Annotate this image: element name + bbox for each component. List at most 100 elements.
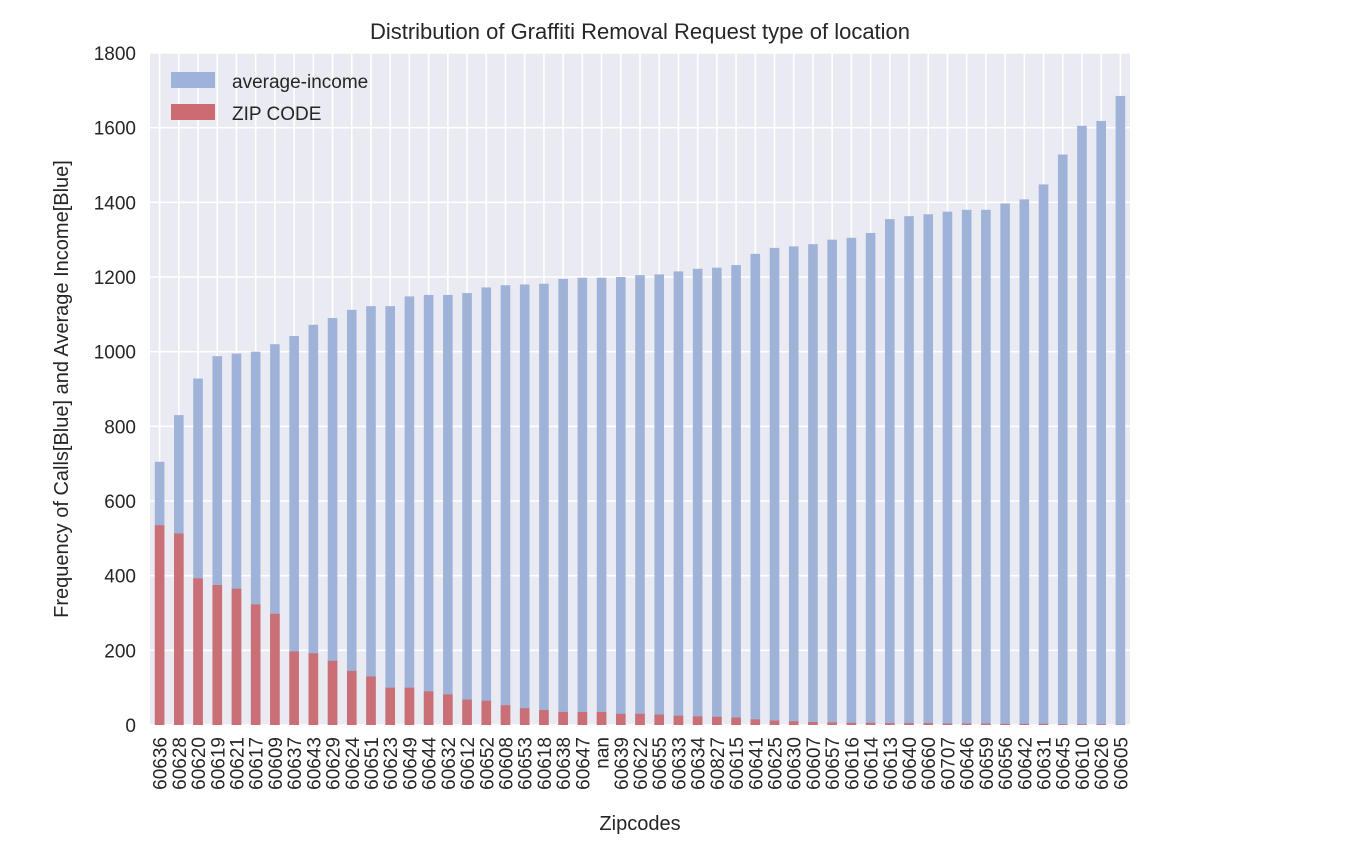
bar-average-income-60707 — [942, 211, 953, 725]
x-tick-label: 60617 — [247, 737, 268, 790]
legend-swatch-zip-code — [171, 104, 215, 120]
bar-average-income-60621 — [231, 353, 242, 725]
bar-average-income-60660 — [923, 214, 934, 725]
bar-zip-code-60610 — [1077, 724, 1087, 725]
bar-average-income-60616 — [846, 237, 857, 726]
legend-label-average-income: average-income — [232, 72, 368, 93]
bar-average-income-60613 — [885, 219, 895, 725]
bar-zip-code-60621 — [231, 588, 242, 725]
bar-zip-code-60625 — [769, 720, 780, 725]
bar-average-income-60632 — [443, 294, 453, 725]
x-tick-label: 60647 — [573, 737, 594, 790]
x-tick-label: 60616 — [842, 737, 863, 790]
bar-average-income-60614 — [865, 232, 876, 726]
bar-average-income-nan — [596, 277, 607, 725]
bar-zip-code-60615 — [731, 717, 741, 725]
bar-zip-code-60608 — [500, 705, 511, 725]
x-tick-label: 60642 — [1015, 737, 1036, 790]
bar-average-income-60625 — [769, 247, 780, 725]
x-tick-label: 60651 — [362, 737, 383, 790]
y-tick-label: 1200 — [94, 268, 136, 289]
x-tick-label: 60614 — [862, 737, 883, 790]
bar-average-income-60652 — [481, 287, 492, 725]
x-tick-label: 60608 — [496, 737, 517, 790]
x-tick-label: 60637 — [285, 737, 306, 790]
bar-zip-code-60629 — [327, 660, 338, 725]
bar-zip-code-60633 — [673, 715, 684, 725]
y-tick-label: 1800 — [94, 44, 136, 65]
bar-average-income-60617 — [250, 351, 261, 725]
bar-zip-code-60641 — [750, 719, 761, 725]
bar-zip-code-60657 — [827, 722, 837, 725]
y-tick-label: 0 — [125, 716, 136, 737]
bar-zip-code-60626 — [1096, 724, 1106, 725]
bar-zip-code-60622 — [635, 713, 645, 725]
bar-average-income-60619 — [212, 356, 223, 725]
bar-average-income-60643 — [308, 324, 319, 725]
x-tick-label: 60610 — [1073, 737, 1094, 790]
bar-zip-code-60607 — [808, 722, 818, 725]
bar-zip-code-60630 — [788, 721, 799, 725]
x-tick-label: 60628 — [170, 737, 191, 790]
bar-average-income-60633 — [673, 271, 684, 725]
x-tick-label: 60630 — [785, 737, 806, 790]
bar-average-income-60608 — [500, 285, 511, 725]
bar-zip-code-60620 — [193, 578, 203, 725]
bar-zip-code-60628 — [174, 533, 184, 725]
x-tick-label: 60643 — [304, 737, 325, 790]
bar-zip-code-60618 — [539, 710, 549, 725]
bar-zip-code-60638 — [558, 711, 568, 725]
bar-average-income-60645 — [1057, 154, 1068, 726]
x-tick-label: 60623 — [381, 737, 402, 790]
bar-average-income-60641 — [750, 253, 761, 725]
bar-average-income-60609 — [270, 344, 280, 725]
x-tick-label: 60646 — [958, 737, 979, 790]
bar-average-income-60659 — [981, 209, 991, 726]
bar-zip-code-60646 — [961, 723, 972, 725]
bar-average-income-60644 — [423, 294, 434, 725]
x-tick-label: 60620 — [189, 737, 210, 790]
bar-average-income-60612 — [462, 293, 472, 725]
bar-average-income-60624 — [346, 309, 357, 725]
bar-zip-code-60623 — [385, 687, 395, 725]
x-tick-label: 60607 — [804, 737, 825, 790]
bar-zip-code-60660 — [923, 723, 934, 725]
legend-swatch-average-income — [171, 72, 215, 88]
bar-average-income-60642 — [1019, 199, 1030, 725]
bar-zip-code-60624 — [346, 670, 357, 725]
x-tick-label: 60644 — [420, 737, 441, 790]
bar-average-income-60631 — [1038, 184, 1049, 725]
y-tick-label: 1600 — [94, 119, 136, 140]
x-tick-label: 60631 — [1035, 737, 1056, 790]
y-tick-label: 200 — [104, 641, 136, 662]
bar-average-income-60651 — [366, 306, 376, 725]
bar-zip-code-60659 — [981, 723, 991, 725]
bar-average-income-60634 — [692, 268, 703, 725]
bar-average-income-60827 — [712, 267, 722, 725]
x-tick-label: 60655 — [650, 737, 671, 790]
y-axis-label: Frequency of Calls[Blue] and Average Inc… — [51, 160, 73, 618]
bar-average-income-60626 — [1096, 120, 1106, 726]
bar-zip-code-60645 — [1057, 724, 1068, 725]
x-tick-label: 60636 — [151, 737, 172, 790]
bar-average-income-60620 — [193, 378, 203, 725]
bar-zip-code-60617 — [250, 604, 261, 725]
bar-zip-code-60643 — [308, 653, 319, 725]
bar-average-income-60618 — [539, 283, 549, 725]
y-tick-label: 800 — [104, 417, 136, 438]
x-tick-label: 60659 — [977, 737, 998, 790]
x-tick-label: 60645 — [1054, 737, 1075, 790]
y-tick-label: 400 — [104, 567, 136, 588]
x-axis-ticks: 6063660628606206061960621606176060960637… — [151, 737, 1133, 790]
x-tick-label: 60707 — [938, 737, 959, 790]
bar-zip-code-60613 — [885, 723, 895, 725]
x-tick-label: 60625 — [766, 737, 787, 790]
y-tick-label: 1400 — [94, 193, 136, 214]
bar-average-income-60655 — [654, 274, 665, 725]
x-tick-label: 60605 — [1111, 737, 1132, 790]
bar-zip-code-60652 — [481, 700, 492, 725]
bar-zip-code-60642 — [1019, 723, 1030, 725]
x-tick-label: 60660 — [919, 737, 940, 790]
bar-zip-code-60619 — [212, 585, 223, 725]
